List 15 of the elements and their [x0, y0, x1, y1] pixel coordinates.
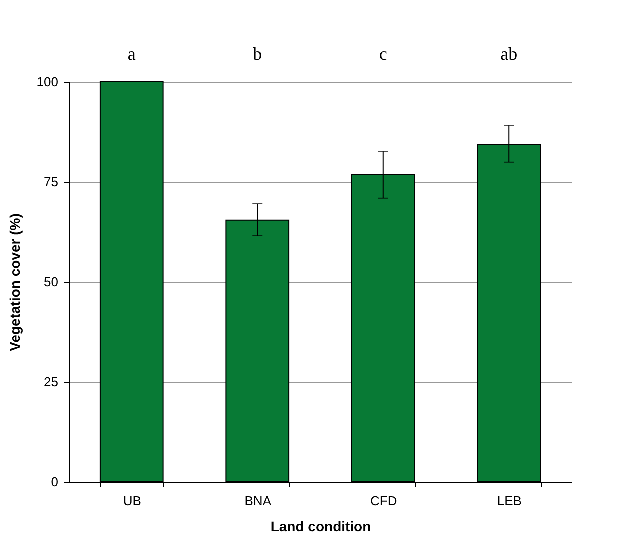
x-tick-label: BNA — [244, 494, 272, 508]
y-axis-title: Vegetation cover (%) — [6, 214, 23, 352]
x-tick-label: LEB — [497, 494, 522, 508]
x-axis-title: Land condition — [270, 518, 372, 533]
text: c — [379, 44, 388, 64]
y-tick-label: 75 — [44, 174, 58, 190]
y-tick-label: 0 — [51, 474, 58, 490]
text: ab — [500, 44, 518, 64]
y-tick-label: 50 — [44, 274, 58, 290]
text: a — [128, 44, 136, 64]
x-tick-label: CFD — [370, 494, 398, 508]
text: b — [253, 44, 262, 64]
x-tick-label: UB — [123, 494, 142, 508]
y-tick-label: 25 — [44, 374, 58, 390]
y-tick-label: 100 — [36, 74, 58, 90]
